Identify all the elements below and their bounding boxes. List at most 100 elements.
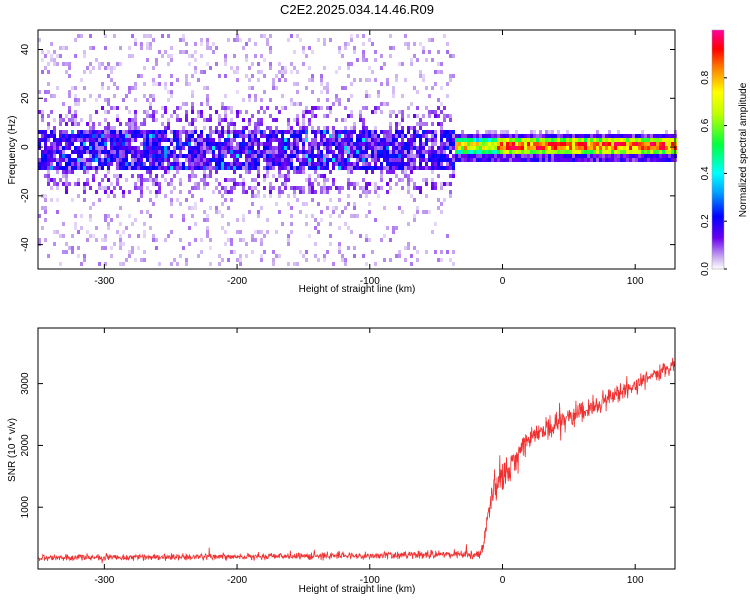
spectrogram-cell [446,166,449,170]
spectrogram-cell [137,158,140,162]
spectrogram-cell [53,134,56,138]
spectrogram-cell [635,134,638,138]
spectrogram-cell [209,134,212,138]
spectrogram-cell [329,242,332,246]
spectrogram-cell [113,142,116,146]
spectrogram-cell [203,186,206,190]
spectrogram-cell [596,150,599,154]
spectrogram-cell [386,146,389,150]
spectrogram-cell [146,110,149,114]
spectrogram-cell [290,142,293,146]
spectrogram-cell [254,230,257,234]
spectrogram-cell [71,158,74,162]
spectrogram-cell [224,110,227,114]
spectrogram-cell [68,142,71,146]
spectrogram-cell [221,130,224,134]
spectrogram-cell [47,50,50,54]
spectrogram-y-tick-label: -40 [20,237,31,252]
spectrogram-cell [80,162,83,166]
spectrogram-cell [278,158,281,162]
spectrogram-cell [212,190,215,194]
spectrogram-cell [296,166,299,170]
spectrogram-cell [335,94,338,98]
spectrogram-cell [251,162,254,166]
spectrogram-cell [149,94,152,98]
spectrogram-cell [278,174,281,178]
spectrogram-cell [275,146,278,150]
spectrogram-cell [614,150,617,154]
spectrogram-cell [584,154,587,158]
spectrogram-cell [407,114,410,118]
spectrogram-cell [380,166,383,170]
spectrogram-cell [134,122,137,126]
spectrogram-cell [416,58,419,62]
spectrogram-cell [173,166,176,170]
spectrogram-cell [494,134,497,138]
spectrogram-cell [506,134,509,138]
spectrogram-cell [137,186,140,190]
spectrogram-cell [191,106,194,110]
spectrogram-cell [605,150,608,154]
spectrogram-cell [269,154,272,158]
spectrogram-cell [407,182,410,186]
spectrogram-cell [245,154,248,158]
spectrogram-cell [47,150,50,154]
spectrogram-cell [155,82,158,86]
spectrogram-cell [233,162,236,166]
spectrogram-cell [596,146,599,150]
spectrogram-cell [395,74,398,78]
spectrogram-cell [602,142,605,146]
spectrogram-cell [656,142,659,146]
spectrogram-cell [212,158,215,162]
spectrogram-cell [425,150,428,154]
spectrogram-cell [353,78,356,82]
spectrogram-cell [365,154,368,158]
spectrogram-cell [212,142,215,146]
spectrogram-cell [236,182,239,186]
spectrogram-cell [62,154,65,158]
spectrogram-cell [242,162,245,166]
spectrogram-cell [224,198,227,202]
spectrogram-cell [488,150,491,154]
spectrogram-cell [62,150,65,154]
snr-y-tick-label: 1000 [20,496,31,519]
spectrogram-cell [668,158,671,162]
spectrogram-cell [467,142,470,146]
spectrogram-cell [416,106,419,110]
spectrogram-cell [665,150,668,154]
spectrogram-cell [269,146,272,150]
spectrogram-cell [71,138,74,142]
spectrogram-cell [272,150,275,154]
spectrogram-cell [98,154,101,158]
spectrogram-cell [326,138,329,142]
spectrogram-cell [92,138,95,142]
spectrogram-cell [392,142,395,146]
spectrogram-cell [569,158,572,162]
spectrogram-cell [470,150,473,154]
spectrogram-cell [341,142,344,146]
spectrogram-cell [125,166,128,170]
spectrogram-cell [128,86,131,90]
spectrogram-cell [509,154,512,158]
spectrogram-cell [134,146,137,150]
spectrogram-cell [191,110,194,114]
spectrogram-cell [422,46,425,50]
spectrogram-cell [254,154,257,158]
spectrogram-cell [620,134,623,138]
spectrogram-cell [77,150,80,154]
spectrogram-cell [101,130,104,134]
spectrogram-cell [194,174,197,178]
spectrogram-cell [509,142,512,146]
spectrogram-cell [305,54,308,58]
spectrogram-cell [659,150,662,154]
spectrogram-cell [275,162,278,166]
spectrogram-cell [575,158,578,162]
spectrogram-cell [332,142,335,146]
spectrogram-cell [194,222,197,226]
spectrogram-cell [446,42,449,46]
spectrogram-cell [233,150,236,154]
spectrogram-cell [620,154,623,158]
spectrogram-cell [152,118,155,122]
spectrogram-cell [362,162,365,166]
spectrogram-cell [146,166,149,170]
